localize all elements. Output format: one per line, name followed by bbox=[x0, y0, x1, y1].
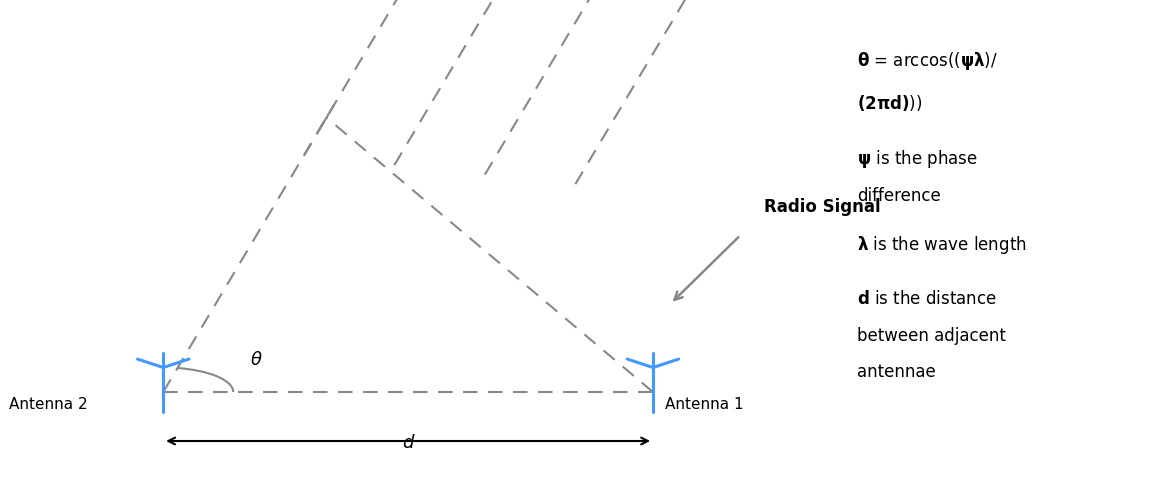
Text: $\mathbf{\theta}$ = arccos(($\mathbf{\psi\lambda}$)/: $\mathbf{\theta}$ = arccos(($\mathbf{\ps… bbox=[857, 50, 998, 72]
Text: Antenna 1: Antenna 1 bbox=[665, 397, 743, 412]
Text: d: d bbox=[402, 435, 414, 452]
Text: antennae: antennae bbox=[857, 364, 936, 381]
Text: difference: difference bbox=[857, 187, 941, 205]
Text: θ: θ bbox=[251, 351, 262, 369]
Text: $\mathbf{d}$ is the distance: $\mathbf{d}$ is the distance bbox=[857, 290, 997, 308]
Text: $\mathbf{(2\pi d)}$)): $\mathbf{(2\pi d)}$)) bbox=[857, 93, 922, 113]
Text: between adjacent: between adjacent bbox=[857, 327, 1006, 344]
Text: Radio Signal: Radio Signal bbox=[764, 197, 880, 216]
Text: $\mathbf{\psi}$ is the phase: $\mathbf{\psi}$ is the phase bbox=[857, 148, 978, 170]
Text: Antenna 2: Antenna 2 bbox=[9, 397, 87, 412]
Text: $\mathbf{\lambda}$ is the wave length: $\mathbf{\lambda}$ is the wave length bbox=[857, 234, 1027, 256]
